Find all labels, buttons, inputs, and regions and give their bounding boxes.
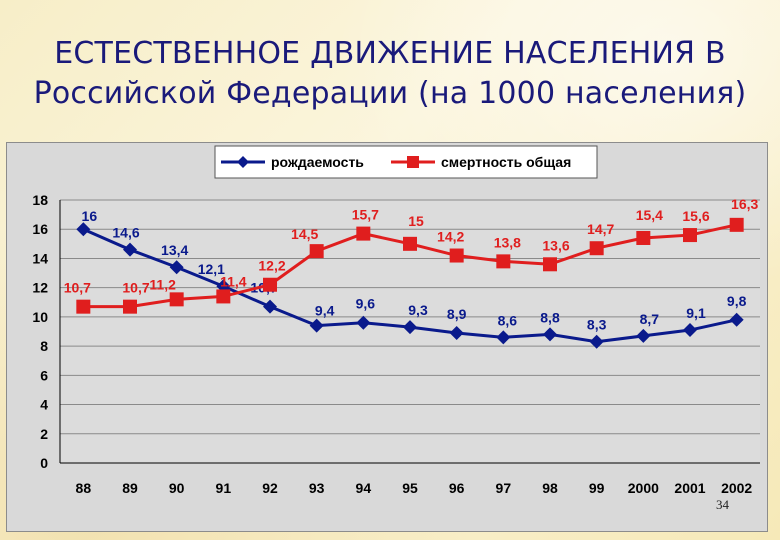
data-point-birth xyxy=(589,334,604,349)
data-point-birth xyxy=(169,260,184,275)
data-label-birth: 9,1 xyxy=(686,305,706,321)
x-tick-label: 95 xyxy=(402,480,418,496)
legend-label-death: смертность общая xyxy=(441,154,571,170)
data-point-birth xyxy=(683,323,697,338)
data-label-birth: 14,6 xyxy=(112,225,139,241)
data-label-birth: 9,3 xyxy=(408,302,428,318)
data-label-death: 14,2 xyxy=(437,229,464,245)
data-point-death xyxy=(309,244,324,259)
data-point-death xyxy=(683,228,697,243)
data-point-death xyxy=(589,241,604,256)
data-point-death xyxy=(356,226,371,241)
data-label-death: 13,8 xyxy=(494,234,521,250)
data-label-birth: 16 xyxy=(82,208,98,224)
data-label-birth: 8,3 xyxy=(587,317,607,333)
data-label-death: 15,7 xyxy=(352,207,379,223)
y-tick-label: 14 xyxy=(32,250,48,266)
x-tick-label: 94 xyxy=(356,480,372,496)
x-tick-label: 89 xyxy=(122,480,138,496)
slide-number: 34 xyxy=(716,497,729,512)
y-tick-label: 10 xyxy=(32,309,48,325)
data-point-death xyxy=(169,292,184,307)
data-point-birth xyxy=(729,312,744,327)
data-point-birth xyxy=(636,328,651,343)
y-tick-label: 2 xyxy=(40,426,48,442)
data-label-death: 14,7 xyxy=(587,221,614,237)
legend-marker-birth xyxy=(237,156,249,168)
data-point-death xyxy=(76,299,91,314)
data-point-birth xyxy=(449,325,464,340)
data-point-death xyxy=(496,254,511,269)
data-point-death xyxy=(449,248,464,263)
data-label-death: 16,3 xyxy=(731,196,758,212)
data-label-death: 13,6 xyxy=(542,237,569,253)
page-title: ЕСТЕСТВЕННОЕ ДВИЖЕНИЕ НАСЕЛЕНИЯ В Россий… xyxy=(0,34,780,114)
y-tick-label: 8 xyxy=(40,338,48,354)
data-point-birth xyxy=(356,315,371,330)
y-tick-label: 0 xyxy=(40,455,48,471)
data-point-birth xyxy=(403,320,417,335)
data-label-death: 14,5 xyxy=(291,226,318,242)
y-tick-label: 6 xyxy=(40,367,48,383)
x-tick-label: 2000 xyxy=(628,480,659,496)
x-tick-label: 92 xyxy=(262,480,278,496)
x-tick-label: 93 xyxy=(309,480,325,496)
legend-label-birth: рождаемость xyxy=(271,154,364,170)
data-label-death: 15 xyxy=(408,213,424,229)
data-label-birth: 8,7 xyxy=(640,311,660,327)
data-label-death: 11,4 xyxy=(220,273,247,289)
data-point-death xyxy=(123,299,137,314)
x-tick-label: 2002 xyxy=(721,480,752,496)
data-label-birth: 12,1 xyxy=(198,261,225,277)
data-label-death: 11,2 xyxy=(149,276,176,292)
data-label-death: 15,4 xyxy=(636,207,663,223)
y-tick-label: 16 xyxy=(32,221,48,237)
data-point-death xyxy=(543,257,557,272)
data-point-death xyxy=(216,289,231,304)
x-tick-label: 91 xyxy=(216,480,232,496)
x-tick-label: 96 xyxy=(449,480,465,496)
title-line-1: ЕСТЕСТВЕННОЕ ДВИЖЕНИЕ НАСЕЛЕНИЯ В xyxy=(54,36,726,71)
data-label-birth: 8,9 xyxy=(447,306,467,322)
data-point-death xyxy=(636,230,651,245)
x-tick-label: 97 xyxy=(496,480,512,496)
data-label-birth: 9,8 xyxy=(727,293,747,309)
y-tick-label: 18 xyxy=(32,192,48,208)
data-point-death xyxy=(403,236,417,251)
data-label-birth: 13,4 xyxy=(161,242,188,258)
data-point-birth xyxy=(263,299,277,314)
data-point-birth xyxy=(76,222,91,237)
data-point-death xyxy=(729,217,744,232)
data-label-birth: 8,6 xyxy=(498,312,518,328)
x-tick-label: 98 xyxy=(542,480,558,496)
data-label-death: 10,7 xyxy=(64,280,91,296)
data-label-birth: 9,6 xyxy=(356,296,376,312)
data-label-death: 10,7 xyxy=(122,280,149,296)
x-tick-label: 90 xyxy=(169,480,185,496)
data-point-birth xyxy=(309,318,324,333)
legend-marker-death xyxy=(407,156,419,168)
data-point-death xyxy=(263,277,277,292)
data-point-birth xyxy=(543,327,557,342)
data-label-birth: 9,4 xyxy=(315,303,335,319)
data-label-death: 15,6 xyxy=(682,208,709,224)
x-tick-label: 99 xyxy=(589,480,605,496)
data-point-birth xyxy=(496,330,511,345)
y-tick-label: 4 xyxy=(40,397,48,413)
x-tick-label: 2001 xyxy=(674,480,705,496)
title-line-2: Российской Федерации (на 1000 населения) xyxy=(33,76,747,111)
data-label-birth: 8,8 xyxy=(540,309,560,325)
data-label-death: 12,2 xyxy=(258,258,285,274)
y-tick-label: 12 xyxy=(32,280,48,296)
x-tick-label: 88 xyxy=(76,480,92,496)
data-point-birth xyxy=(123,242,137,257)
